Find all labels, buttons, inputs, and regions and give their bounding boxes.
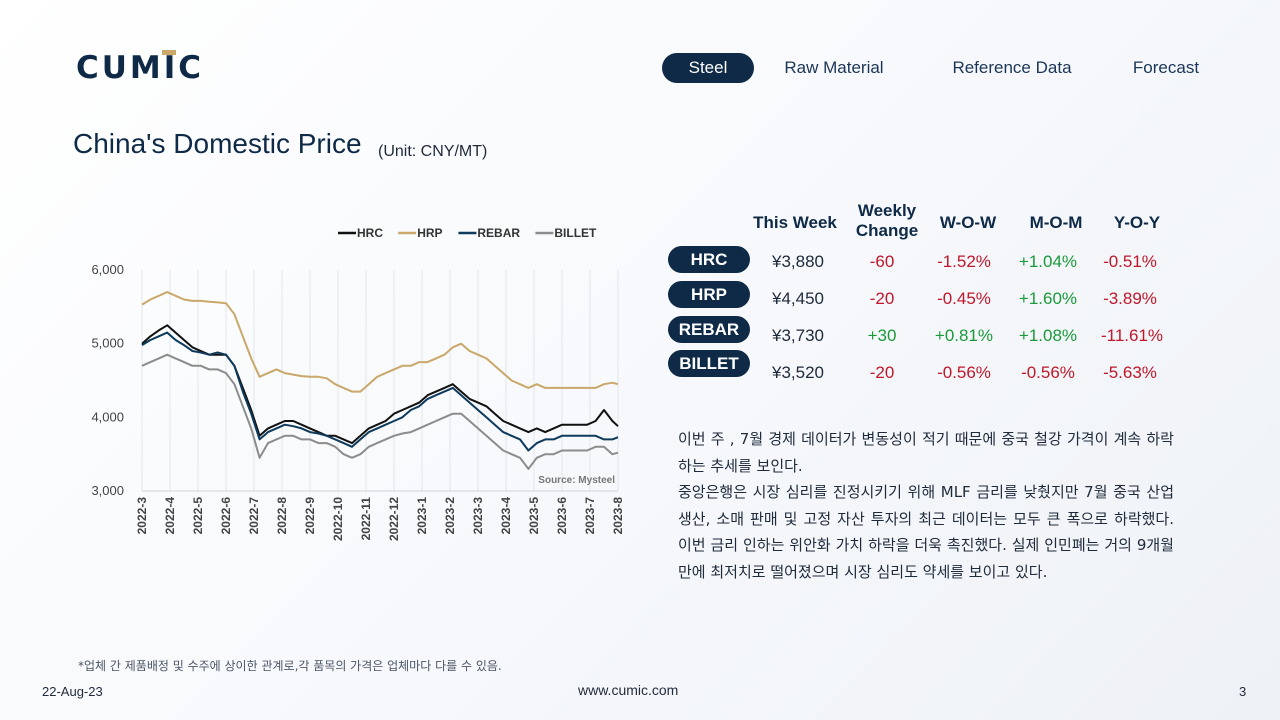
x-tick-label: 2022-12: [387, 497, 401, 541]
footnote: *업체 간 제품배정 및 수주에 상이한 관계로,각 품목의 가격은 업체마다 …: [78, 659, 502, 673]
chart-series: [141, 291, 619, 470]
chart-grid: [141, 270, 619, 492]
nav-tab-reference-data[interactable]: Reference Data: [952, 58, 1072, 77]
x-tick-label: 2023-1: [415, 497, 429, 535]
cell-mom-hrc: +1.04%: [1018, 252, 1078, 271]
chart-legend: HRC HRP REBAR BILLET: [338, 226, 597, 240]
commentary-paragraph-1: 이번 주 , 7월 경제 데이터가 변동성이 적기 때문에 중국 철강 가격이 …: [678, 430, 1174, 475]
cell-mom-hrp: +1.60%: [1018, 289, 1078, 308]
unit-label: (Unit: CNY/MT): [378, 143, 488, 160]
cell-wow-hrc: -1.52%: [937, 252, 991, 271]
cell-price-billet: ¥3,520: [772, 363, 824, 382]
x-tick-label: 2022-8: [275, 497, 289, 535]
y-tick-label: 6,000: [91, 262, 124, 277]
logo-text: CUMIC: [76, 50, 205, 86]
series-line-hrp: [141, 291, 619, 393]
x-tick-label: 2022-4: [163, 497, 177, 535]
cell-wow-hrp: -0.45%: [937, 289, 991, 308]
y-tick-label: 5,000: [91, 336, 124, 351]
x-tick-label: 2022-10: [331, 497, 345, 541]
page-title: China's Domestic Price: [73, 128, 362, 159]
legend-label-billet: BILLET: [554, 226, 597, 240]
y-axis-ticks: 6,000 5,000 4,000 3,000: [91, 262, 124, 498]
row-badge-rebar: REBAR: [668, 316, 750, 343]
series-line-billet: [141, 353, 619, 470]
footer-website[interactable]: www.cumic.com: [578, 682, 679, 698]
page-number: 3: [1239, 684, 1247, 699]
x-tick-label: 2023-7: [583, 497, 597, 535]
x-tick-label: 2022-6: [219, 497, 233, 535]
row-badge-billet: BILLET: [668, 350, 750, 377]
cell-wow-billet: -0.56%: [937, 363, 991, 382]
x-tick-label: 2022-5: [191, 497, 205, 535]
x-tick-label: 2023-8: [611, 497, 625, 535]
x-tick-label: 2023-6: [555, 497, 569, 535]
header-wow: W-O-W: [939, 213, 997, 232]
company-logo: CUMIC: [76, 50, 205, 86]
legend-label-hrp: HRP: [417, 226, 442, 240]
legend-label-rebar: REBAR: [477, 226, 520, 240]
x-tick-label: 2022-7: [247, 497, 261, 535]
cell-price-rebar: ¥3,730: [772, 326, 824, 345]
x-tick-label: 2023-4: [499, 497, 513, 535]
nav-tab-steel[interactable]: Steel: [662, 53, 754, 83]
header-weekly-change: Weekly Change: [850, 201, 924, 241]
cell-yoy-hrp: -3.89%: [1103, 289, 1157, 308]
nav-tab-raw-material[interactable]: Raw Material: [784, 58, 884, 77]
series-line-hrc: [141, 324, 619, 445]
cell-wow-rebar: +0.81%: [934, 326, 994, 345]
y-tick-label: 3,000: [91, 483, 124, 498]
market-commentary: 이번 주 , 7월 경제 데이터가 변동성이 적기 때문에 중국 철강 가격이 …: [678, 426, 1174, 586]
cell-yoy-billet: -5.63%: [1103, 363, 1157, 382]
header-yoy: Y-O-Y: [1113, 213, 1161, 232]
top-nav: Steel Raw Material Reference Data Foreca…: [660, 53, 1220, 83]
x-tick-label: 2023-5: [527, 497, 541, 535]
x-tick-label: 2023-2: [443, 497, 457, 535]
header-weekly-change-line1: Weekly: [857, 201, 917, 220]
header-weekly-change-line2: Change: [855, 221, 919, 240]
nav-tab-forecast[interactable]: Forecast: [1132, 58, 1200, 77]
footer-date: 22-Aug-23: [42, 684, 103, 699]
x-tick-label: 2022-11: [359, 497, 373, 541]
series-line-rebar: [141, 331, 619, 452]
x-axis-ticks: 2022-3 2022-4 2022-5 2022-6 2022-7 2022-8 2022…: [135, 497, 625, 541]
cell-change-rebar: +30: [867, 326, 897, 345]
row-badge-hrc: HRC: [668, 246, 750, 273]
row-badge-hrp: HRP: [668, 281, 750, 308]
cell-mom-rebar: +1.08%: [1018, 326, 1078, 345]
x-tick-label: 2022-3: [135, 497, 149, 535]
chart-source: Source: Mysteel: [538, 475, 615, 486]
y-tick-label: 4,000: [91, 409, 124, 424]
header-this-week: This Week: [753, 213, 837, 232]
logo-accent-bar: [162, 50, 176, 55]
cell-price-hrc: ¥3,880: [772, 252, 824, 271]
cell-yoy-hrc: -0.51%: [1103, 252, 1157, 271]
x-tick-label: 2022-9: [303, 497, 317, 535]
header-mom: M-O-M: [1029, 213, 1083, 232]
cell-change-hrc: -60: [869, 252, 895, 271]
cell-yoy-rebar: -11.61%: [1100, 326, 1164, 345]
cell-change-billet: -20: [869, 363, 895, 382]
x-tick-label: 2023-3: [471, 497, 485, 535]
cell-change-hrp: -20: [869, 289, 895, 308]
legend-label-hrc: HRC: [357, 226, 383, 240]
cell-price-hrp: ¥4,450: [772, 289, 824, 308]
cell-mom-billet: -0.56%: [1021, 363, 1075, 382]
commentary-paragraph-2: 중앙은행은 시장 심리를 진정시키기 위해 MLF 금리를 낮췄지만 7월 중국…: [678, 483, 1174, 581]
